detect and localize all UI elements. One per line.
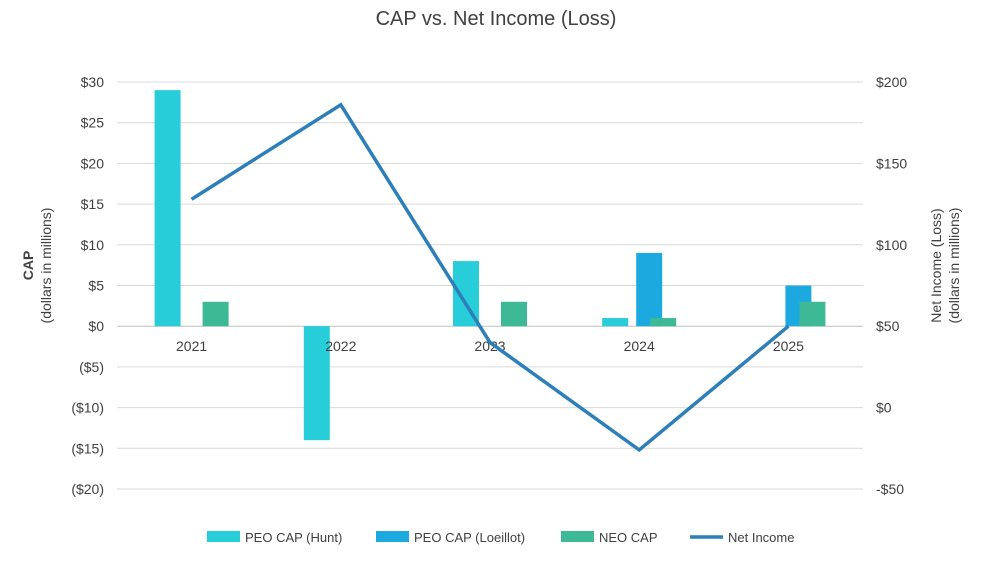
left-tick-label: $15 bbox=[81, 196, 105, 212]
right-tick-label: $200 bbox=[876, 74, 907, 90]
bar-neo-cap-2023 bbox=[501, 302, 527, 326]
right-tick-label: $150 bbox=[876, 155, 907, 171]
right-tick-label: $0 bbox=[876, 400, 892, 416]
right-axis-title: Net Income (Loss) bbox=[928, 208, 944, 322]
left-axis-subtitle: (dollars in millions) bbox=[38, 208, 54, 324]
left-tick-label: ($20) bbox=[71, 481, 104, 497]
legend-swatch bbox=[376, 531, 409, 542]
left-tick-label: $20 bbox=[81, 155, 105, 171]
left-tick-label: $25 bbox=[81, 115, 105, 131]
legend-swatch bbox=[561, 531, 594, 542]
legend-label: PEO CAP (Loeillot) bbox=[414, 530, 525, 545]
bar-neo-cap-2025 bbox=[799, 302, 825, 326]
line-net-income bbox=[192, 105, 789, 450]
left-tick-label: $0 bbox=[88, 318, 104, 334]
chart-title: CAP vs. Net Income (Loss) bbox=[0, 8, 992, 31]
right-axis-subtitle: (dollars in millions) bbox=[946, 208, 962, 324]
bar-neo-cap-2024 bbox=[650, 318, 676, 326]
legend-label: PEO CAP (Hunt) bbox=[245, 530, 342, 545]
bar-neo-cap-2021 bbox=[203, 302, 229, 326]
category-label: 2021 bbox=[176, 338, 207, 354]
right-tick-label: $50 bbox=[876, 318, 900, 334]
bar-peo-cap-hunt--2021 bbox=[155, 90, 181, 326]
right-tick-label: $100 bbox=[876, 237, 907, 253]
bar-peo-cap-loeillot--2024 bbox=[636, 253, 662, 326]
legend-label: NEO CAP bbox=[599, 530, 658, 545]
right-tick-label: -$50 bbox=[876, 481, 904, 497]
left-tick-label: $5 bbox=[88, 278, 104, 294]
left-tick-label: ($5) bbox=[79, 359, 104, 375]
left-tick-label: ($10) bbox=[71, 400, 104, 416]
left-tick-label: ($15) bbox=[71, 440, 104, 456]
legend-label: Net Income bbox=[728, 530, 794, 545]
bar-peo-cap-hunt--2024 bbox=[602, 318, 628, 326]
category-label: 2025 bbox=[773, 338, 804, 354]
left-axis-title: CAP bbox=[20, 251, 36, 281]
category-label: 2024 bbox=[624, 338, 655, 354]
left-tick-label: $30 bbox=[81, 74, 105, 90]
category-label: 2022 bbox=[325, 338, 356, 354]
left-tick-label: $10 bbox=[81, 237, 105, 253]
legend-swatch bbox=[207, 531, 240, 542]
